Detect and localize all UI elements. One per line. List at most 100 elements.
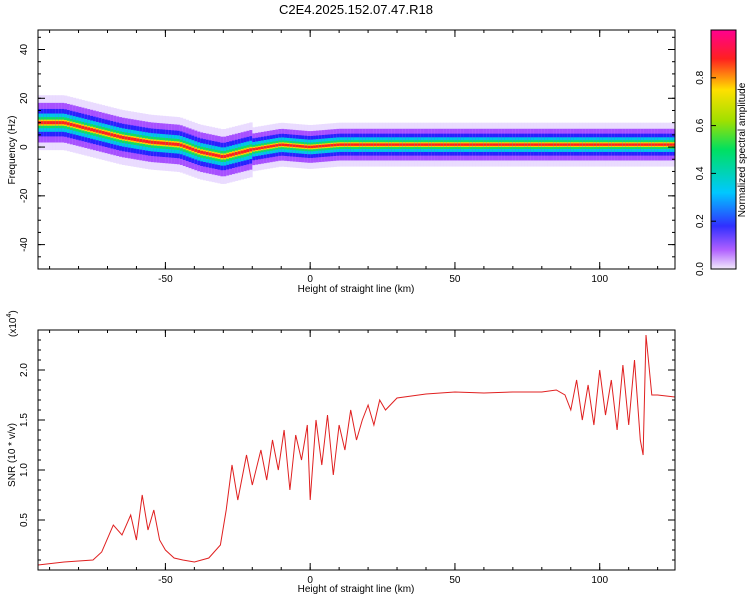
heatmap-cell [353, 143, 357, 146]
heatmap-cell [559, 143, 563, 146]
heatmap-cell [423, 143, 427, 146]
heatmap-cell [72, 123, 77, 127]
heatmap-cell [437, 143, 441, 146]
heatmap-cell [168, 142, 172, 146]
heatmap-cell [220, 154, 224, 159]
heatmap-cell [307, 145, 311, 149]
heatmap-cell [223, 154, 227, 158]
heatmap-cell [240, 150, 244, 154]
colorbar-label: Normalized spectral amplitude [737, 82, 748, 217]
heatmap-cell [512, 143, 517, 146]
heatmap-cell [382, 143, 386, 146]
x-tick-label: 0 [307, 575, 313, 586]
y-tick-label: 20 [19, 92, 30, 104]
heatmap-cell [550, 143, 554, 146]
heatmap-cell [669, 143, 673, 146]
heatmap-cell [182, 144, 187, 148]
heatmap-cell [179, 143, 184, 147]
heatmap-cell [530, 143, 534, 146]
heatmap-cell [55, 121, 59, 125]
heatmap-cell [145, 139, 149, 143]
heatmap-cell [486, 143, 491, 146]
heatmap-cell [648, 143, 653, 146]
heatmap-cell [544, 143, 548, 146]
heatmap-cell [229, 153, 233, 157]
x-tick-label: 100 [591, 274, 608, 285]
heatmap-cell [81, 125, 85, 129]
top-y-axis-label: Frequency (Hz) [7, 116, 18, 185]
heatmap-cell [428, 143, 433, 146]
heatmap-cell [478, 143, 482, 146]
heatmap-cell [301, 145, 305, 148]
heatmap-cell [78, 125, 82, 129]
top-x-axis-label: Height of straight line (km) [298, 284, 415, 295]
heatmap-cell [298, 144, 302, 148]
heatmap-cell [342, 143, 346, 146]
heatmap-cell [287, 144, 291, 147]
heatmap-cell [518, 143, 522, 146]
heatmap-cell [339, 143, 343, 146]
heatmap-cell [602, 143, 606, 146]
scale-annotation: (x104) [6, 310, 19, 337]
heatmap-cell [515, 143, 520, 146]
heatmap-cell [43, 121, 48, 125]
colorbar-gradient [710, 29, 737, 270]
heatmap-cell [654, 143, 659, 146]
heatmap-cell [139, 138, 143, 143]
heatmap-cell [136, 138, 140, 142]
heatmap-cell [356, 143, 360, 146]
heatmap-cell [425, 143, 430, 146]
heatmap-cell [333, 143, 337, 147]
heatmap-cell [243, 149, 247, 153]
heatmap-cell [556, 143, 560, 146]
heatmap-cell [434, 143, 438, 146]
heatmap-cell [130, 137, 134, 141]
heatmap-cell [440, 143, 444, 146]
heatmap-cell [368, 143, 372, 146]
heatmap-cell [588, 143, 592, 146]
heatmap-cell [431, 143, 436, 146]
heatmap-cell [553, 143, 557, 146]
heatmap-cell [605, 143, 609, 146]
heatmap-cell [573, 143, 577, 146]
series-snr-line [38, 334, 675, 566]
heatmap-cell [321, 144, 326, 148]
heatmap-cell [619, 143, 624, 146]
heatmap-cell [344, 143, 349, 146]
heatmap-cell [116, 134, 120, 138]
heatmap-cell [536, 143, 540, 146]
heatmap-cell [504, 143, 508, 146]
heatmap-cell [495, 143, 499, 146]
heatmap-cell [408, 143, 412, 146]
heatmap-cell [64, 121, 68, 125]
heatmap-cell [188, 146, 192, 150]
heatmap-cell [625, 143, 630, 146]
heatmap-cell [417, 143, 421, 146]
heatmap-cell [40, 121, 45, 125]
heatmap-cell [278, 143, 282, 147]
heatmap-cell [483, 143, 488, 146]
snr-line-group [38, 334, 675, 566]
heatmap-cell [113, 133, 117, 138]
heatmap-cell [567, 143, 572, 146]
top-x-axis: -50 0 50 100 [49, 30, 659, 285]
heatmap-cell [318, 144, 323, 148]
heatmap-cell [538, 143, 543, 146]
heatmap-cell [657, 143, 661, 146]
heatmap-cell [472, 143, 476, 146]
heatmap-cell [399, 143, 404, 146]
heatmap-cell [324, 144, 328, 147]
heatmap-cell [52, 121, 56, 125]
heatmap-cell [347, 143, 352, 146]
x-tick-label: -50 [158, 575, 173, 586]
heatmap-cell [492, 143, 496, 146]
heatmap-cell [521, 143, 525, 146]
heatmap-cell [402, 143, 407, 146]
bottom-plot-frame [37, 329, 676, 571]
heatmap-cell [454, 143, 459, 146]
heatmap-cell [582, 143, 586, 146]
x-tick-label: 0 [307, 274, 313, 285]
heatmap-cell [507, 143, 511, 146]
y-tick-label: 1.5 [19, 413, 30, 427]
